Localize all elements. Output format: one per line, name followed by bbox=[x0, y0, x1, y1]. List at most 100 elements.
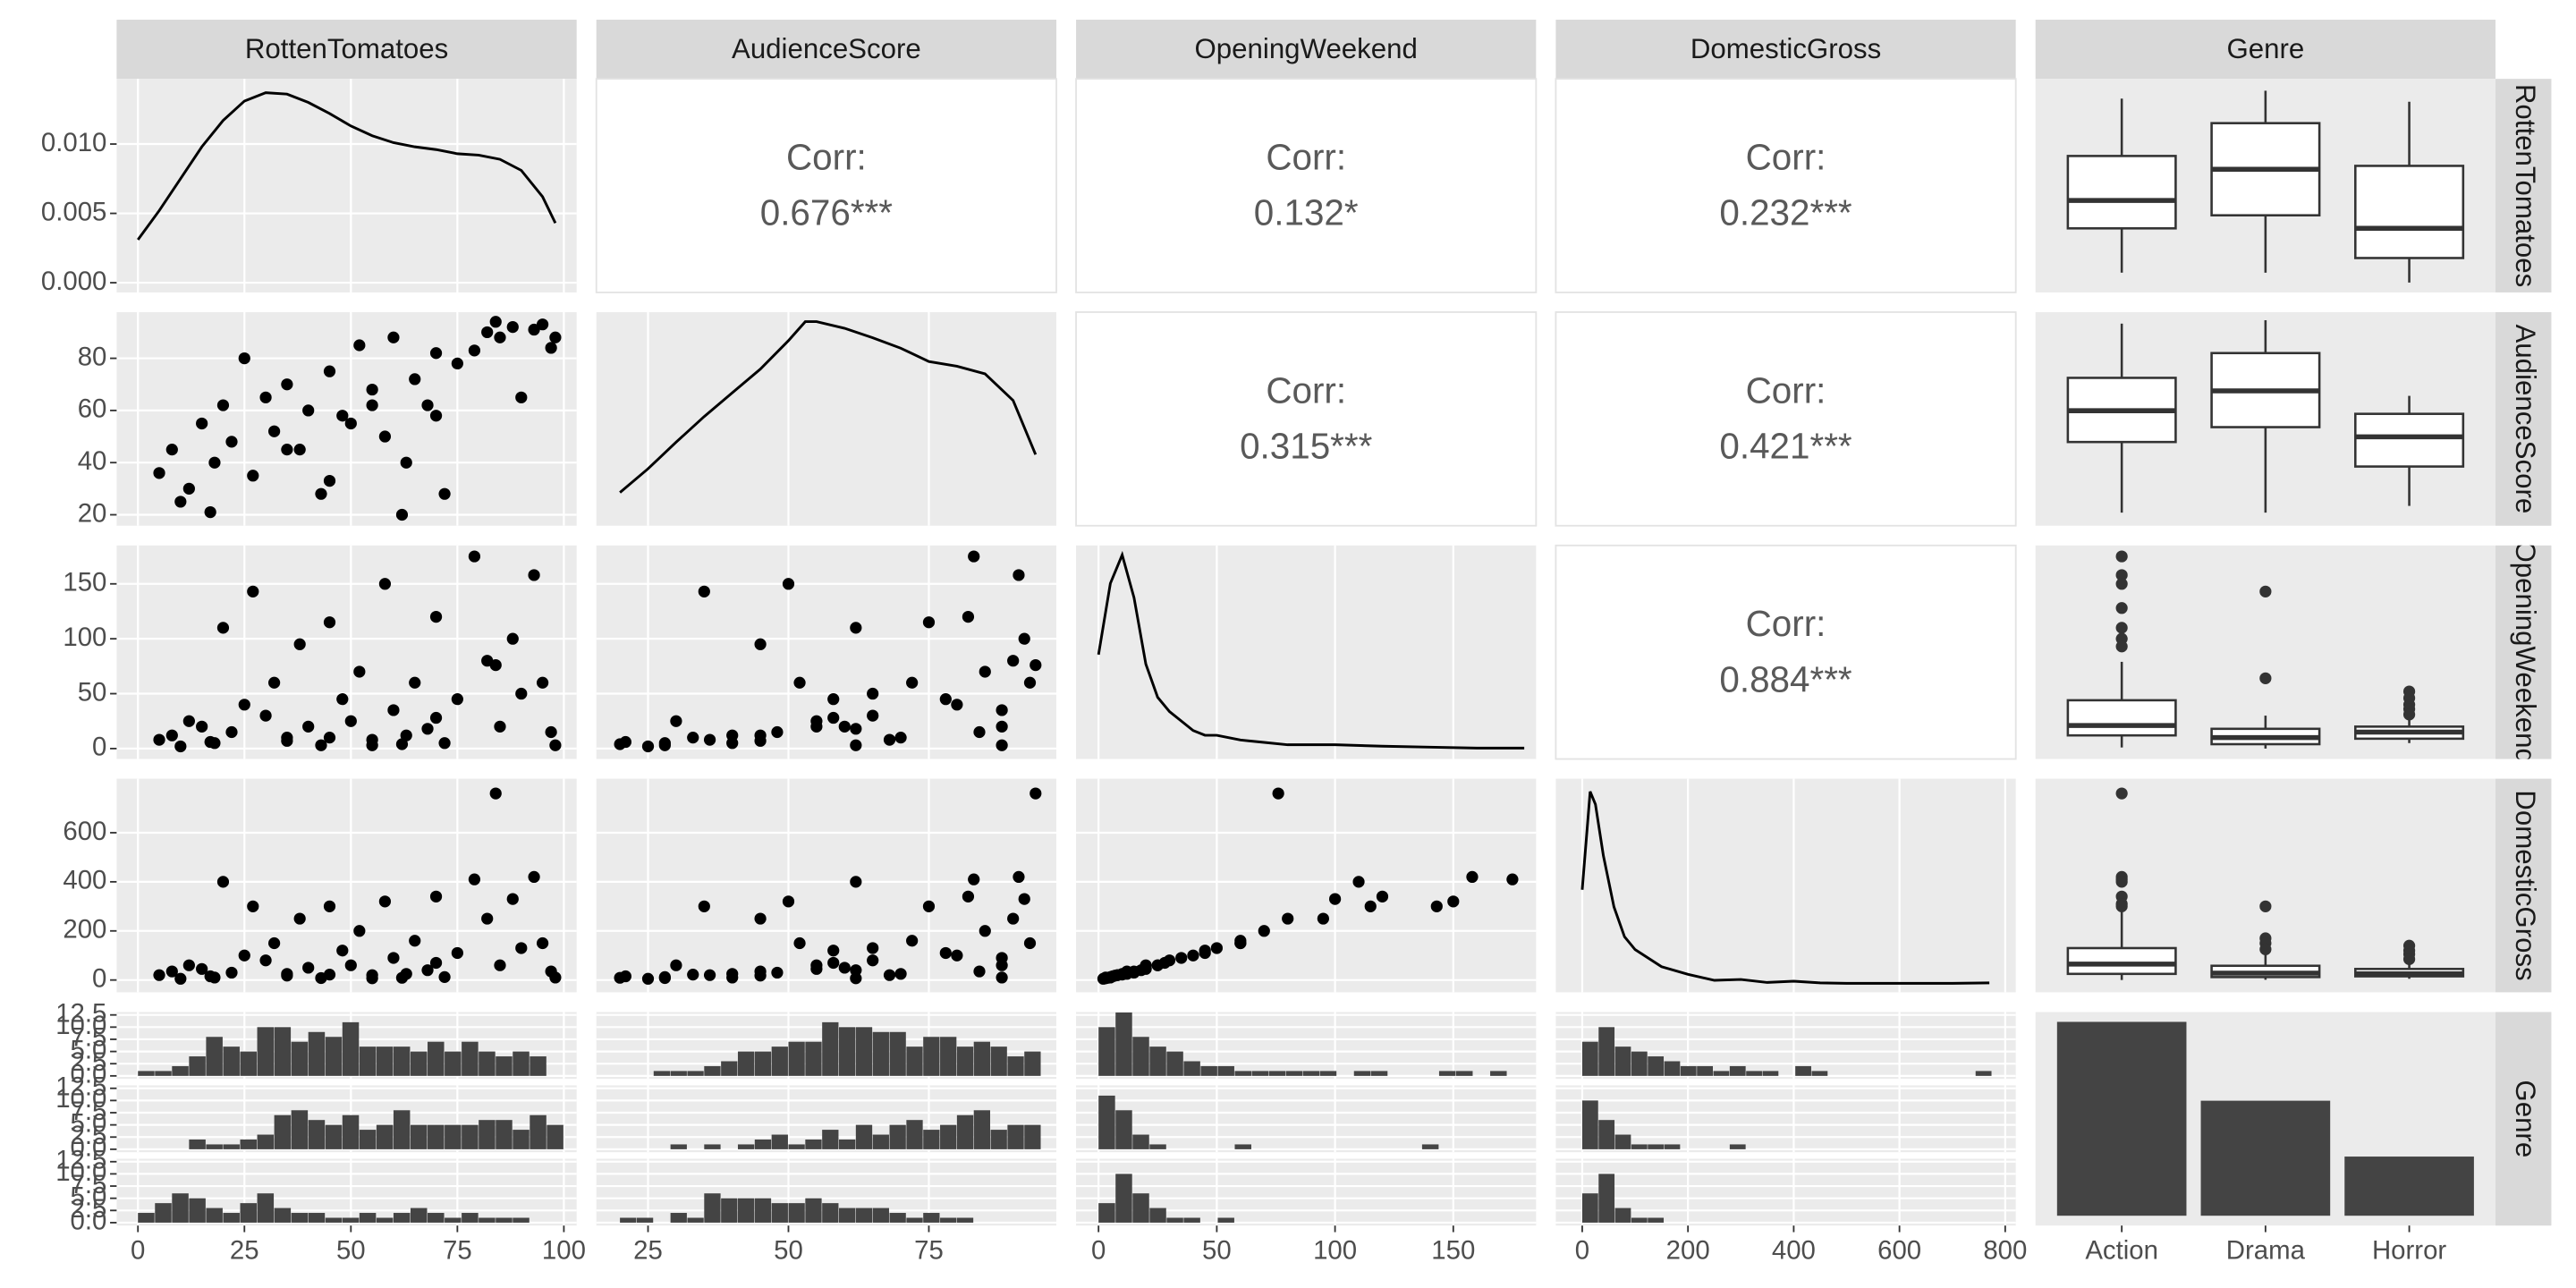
scatter-point bbox=[1007, 655, 1020, 667]
panel-background bbox=[1075, 78, 1538, 293]
y-tick-label: 5.0 bbox=[71, 1182, 107, 1211]
box bbox=[2354, 412, 2465, 468]
histogram-bar bbox=[973, 1041, 990, 1076]
histogram-bar bbox=[1697, 1065, 1713, 1076]
x-tick-label: 50 bbox=[774, 1235, 803, 1265]
scatter-point bbox=[281, 970, 293, 982]
y-tick-label: 20 bbox=[78, 498, 107, 528]
y-tick-label: 200 bbox=[63, 915, 106, 945]
outlier bbox=[2259, 943, 2272, 955]
histogram-bar bbox=[1581, 1100, 1598, 1149]
scatter-point bbox=[867, 709, 879, 722]
scatter-point bbox=[293, 444, 306, 456]
histogram-bar bbox=[359, 1046, 377, 1076]
panel-background bbox=[1555, 544, 2017, 760]
scatter-point bbox=[782, 895, 795, 908]
scatter-point bbox=[481, 655, 494, 667]
scatter-point bbox=[850, 972, 862, 985]
scatter-point bbox=[1158, 956, 1171, 970]
row-strip bbox=[2496, 311, 2552, 526]
scatter-point bbox=[421, 399, 434, 411]
row-strip-label: OpeningWeekend bbox=[2510, 541, 2541, 764]
histogram-bar bbox=[479, 1051, 496, 1076]
histogram-bar bbox=[839, 1208, 856, 1223]
x-tick-label: 100 bbox=[542, 1235, 586, 1265]
histogram-bar bbox=[1631, 1144, 1648, 1149]
histogram-bar bbox=[721, 1198, 738, 1223]
histogram-bar bbox=[462, 1041, 479, 1076]
row-strip-label: Genre bbox=[2510, 1080, 2541, 1157]
histogram-bar bbox=[771, 1203, 788, 1223]
scatter-point bbox=[528, 569, 540, 581]
histogram-bar bbox=[940, 1217, 957, 1223]
histogram-bar bbox=[788, 1144, 805, 1149]
histogram-bar bbox=[670, 1144, 687, 1149]
histogram-bar bbox=[1132, 1193, 1149, 1223]
corr-value: 0.132* bbox=[1254, 192, 1359, 233]
scatter-point bbox=[481, 326, 494, 339]
histogram-bar bbox=[155, 1203, 172, 1223]
histogram-bar bbox=[872, 1208, 889, 1223]
histogram-bar bbox=[1729, 1144, 1746, 1149]
histogram-bar bbox=[342, 1217, 360, 1223]
scatter-point bbox=[827, 693, 840, 706]
scatter-point bbox=[225, 436, 238, 448]
scatter-point bbox=[996, 739, 1008, 751]
y-tick-label: 150 bbox=[63, 568, 106, 597]
corr-value: 0.884*** bbox=[1719, 658, 1852, 699]
corr-value: 0.421*** bbox=[1719, 425, 1852, 466]
y-tick-label: 7.5 bbox=[71, 1023, 107, 1053]
histogram-bar bbox=[805, 1139, 822, 1149]
histogram-bar bbox=[1183, 1217, 1200, 1223]
scatter-point bbox=[951, 699, 963, 711]
scatter-point bbox=[302, 962, 315, 974]
scatter-point bbox=[429, 711, 443, 724]
histogram-bar bbox=[956, 1217, 974, 1223]
scatter-point bbox=[344, 959, 357, 971]
x-tick-label: 50 bbox=[336, 1235, 366, 1265]
scatter-point bbox=[1013, 569, 1025, 581]
scatter-point bbox=[216, 876, 230, 888]
density-line bbox=[1580, 791, 1990, 985]
histogram-bar bbox=[956, 1046, 974, 1076]
scatter-point bbox=[850, 723, 862, 735]
scatter-point bbox=[996, 971, 1008, 984]
histogram-bar bbox=[754, 1051, 772, 1076]
histogram-bar bbox=[342, 1021, 360, 1076]
panel-background bbox=[1555, 311, 2017, 527]
scatter-point bbox=[922, 900, 936, 912]
scatter-point bbox=[1272, 787, 1284, 800]
panel-background bbox=[116, 545, 577, 759]
column-strip-label: OpeningWeekend bbox=[1195, 33, 1418, 64]
y-tick-label: 7.5 bbox=[71, 1097, 107, 1126]
outlier bbox=[2402, 708, 2416, 721]
histogram-bar bbox=[687, 1217, 704, 1223]
scatter-point bbox=[726, 729, 739, 741]
histogram-bar bbox=[855, 1124, 873, 1149]
box bbox=[2066, 699, 2177, 737]
corr-value: 0.676*** bbox=[760, 192, 894, 233]
histogram-bar bbox=[479, 1217, 496, 1223]
histogram-bar bbox=[513, 1130, 530, 1149]
scatter-point bbox=[1282, 912, 1294, 925]
histogram-bar bbox=[428, 1124, 445, 1149]
histogram-bar bbox=[1115, 1110, 1132, 1149]
scatter-point bbox=[489, 787, 502, 800]
x-tick-label: Action bbox=[2085, 1235, 2158, 1265]
histogram-bar bbox=[1581, 1193, 1598, 1223]
x-tick-label: 75 bbox=[914, 1235, 944, 1265]
histogram-bar bbox=[1614, 1134, 1631, 1149]
scatter-point bbox=[838, 720, 851, 733]
histogram-bar bbox=[1166, 1217, 1183, 1223]
histogram-bar bbox=[1729, 1065, 1746, 1076]
scatter-point bbox=[1018, 632, 1030, 645]
scatter-point bbox=[754, 912, 767, 925]
histogram-bar bbox=[1149, 1208, 1166, 1223]
scatter-point bbox=[238, 352, 250, 365]
x-tick-label: 50 bbox=[1202, 1235, 1232, 1265]
scatter-point bbox=[687, 732, 699, 744]
scatter-point bbox=[1317, 912, 1329, 925]
scatter-point bbox=[225, 725, 238, 739]
scatter-point bbox=[754, 970, 767, 982]
scatter-point bbox=[549, 739, 562, 751]
